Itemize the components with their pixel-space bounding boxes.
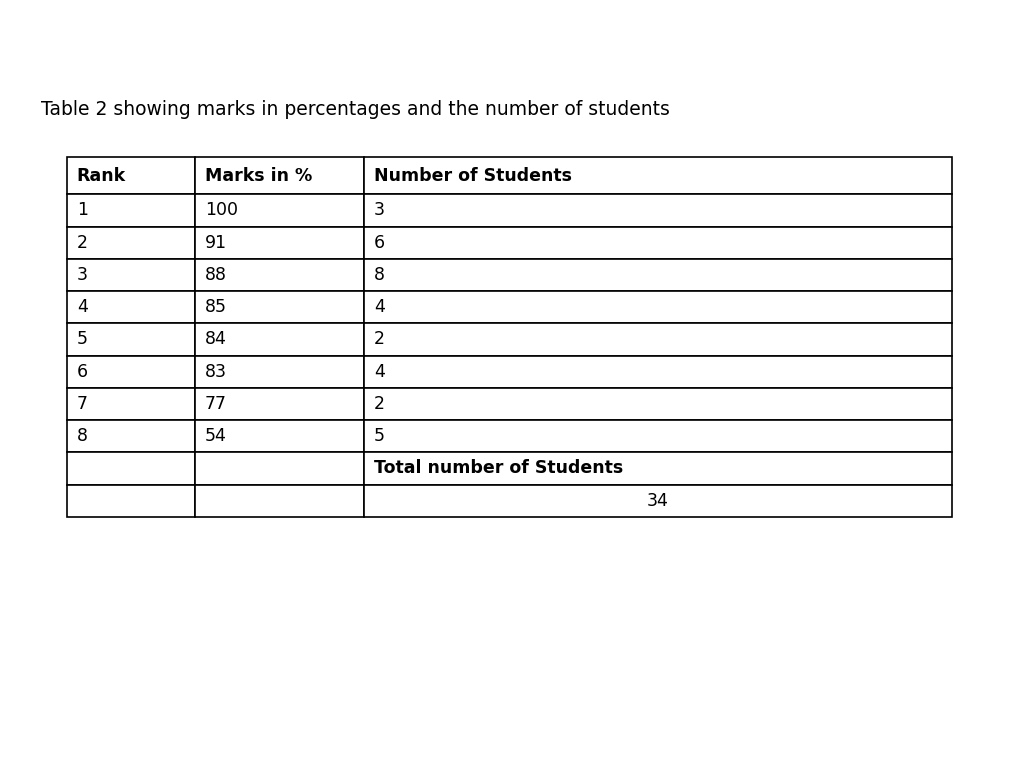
Text: 8: 8 (374, 266, 385, 284)
Text: 85: 85 (205, 298, 226, 316)
Text: 1: 1 (77, 201, 88, 220)
Text: 6: 6 (374, 233, 385, 252)
Text: 77: 77 (205, 395, 226, 413)
Text: Marks in %: Marks in % (205, 167, 312, 185)
Text: Total number of Students: Total number of Students (374, 459, 623, 478)
Text: 100: 100 (205, 201, 238, 220)
Text: 6: 6 (77, 362, 88, 381)
Text: Table 2 showing marks in percentages and the number of students: Table 2 showing marks in percentages and… (41, 100, 670, 119)
Text: 5: 5 (374, 427, 385, 445)
Text: 4: 4 (374, 298, 385, 316)
Text: 84: 84 (205, 330, 226, 349)
Text: Rank: Rank (77, 167, 126, 185)
Text: 2: 2 (374, 330, 385, 349)
Text: 3: 3 (374, 201, 385, 220)
Text: 3: 3 (77, 266, 88, 284)
Text: 91: 91 (205, 233, 227, 252)
Text: 83: 83 (205, 362, 226, 381)
Text: 34: 34 (647, 492, 669, 510)
Text: Number of Students: Number of Students (374, 167, 571, 185)
Text: 88: 88 (205, 266, 226, 284)
Text: 7: 7 (77, 395, 88, 413)
Text: 54: 54 (205, 427, 226, 445)
Text: 2: 2 (374, 395, 385, 413)
Text: 5: 5 (77, 330, 88, 349)
Text: 8: 8 (77, 427, 88, 445)
Text: 2: 2 (77, 233, 88, 252)
Text: 4: 4 (374, 362, 385, 381)
Text: 4: 4 (77, 298, 88, 316)
